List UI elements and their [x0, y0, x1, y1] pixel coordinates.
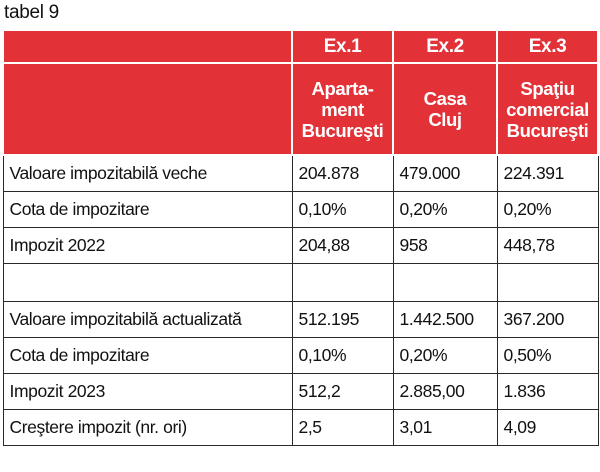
table-row: Impozit 2022 204,88 958 448,78: [2, 227, 599, 264]
table-cell: 0,20%: [496, 191, 599, 228]
table-cell: 512,2: [291, 373, 394, 410]
table-cell: 2.885,00: [392, 373, 498, 410]
table-cell: 204.878: [291, 154, 394, 192]
table-caption: tabel 9: [4, 2, 59, 23]
header-property-2: Casa Cluj: [392, 62, 498, 156]
table-cell: 512.195: [291, 301, 394, 338]
table-cell: 1.836: [496, 373, 599, 410]
table-cell: [496, 263, 599, 302]
table-cell: 0,10%: [291, 191, 394, 228]
table-cell: [392, 263, 498, 302]
table-cell: 448,78: [496, 227, 599, 264]
table-cell: 4,09: [496, 409, 599, 446]
row-label: Impozit 2023: [2, 373, 293, 410]
table-row: Valoare impozitabilă actualizată 512.195…: [2, 301, 599, 338]
table-cell: 0,20%: [392, 191, 498, 228]
row-label: Cota de impozitare: [2, 337, 293, 374]
row-label: Valoare impozitabilă veche: [2, 154, 293, 192]
header-property-1: Aparta- ment Bucureşti: [291, 62, 394, 156]
header-row-properties: Aparta- ment Bucureşti Casa Cluj Spaţiu …: [2, 62, 599, 156]
table-cell: 2,5: [291, 409, 394, 446]
table-cell: 1.442.500: [392, 301, 498, 338]
table-cell: 479.000: [392, 154, 498, 192]
table-cell: 367.200: [496, 301, 599, 338]
header-ex1: Ex.1: [291, 29, 394, 64]
header-row-examples: Ex.1 Ex.2 Ex.3: [2, 29, 599, 64]
row-label: Creştere impozit (nr. ori): [2, 409, 293, 446]
table-cell: 204,88: [291, 227, 394, 264]
table-row: Cota de impozitare 0,10% 0,20% 0,20%: [2, 191, 599, 228]
row-label: Cota de impozitare: [2, 191, 293, 228]
table-cell: 3,01: [392, 409, 498, 446]
table-row: Impozit 2023 512,2 2.885,00 1.836: [2, 373, 599, 410]
table-row: Cota de impozitare 0,10% 0,20% 0,50%: [2, 337, 599, 374]
row-label: Impozit 2022: [2, 227, 293, 264]
row-label: [2, 263, 293, 302]
row-label: Valoare impozitabilă actualizată: [2, 301, 293, 338]
header-corner-cell: [2, 29, 293, 64]
table-row: Creştere impozit (nr. ori) 2,5 3,01 4,09: [2, 409, 599, 446]
table-cell: 0,50%: [496, 337, 599, 374]
table-row-empty: [2, 263, 599, 302]
header-corner-cell-2: [2, 62, 293, 156]
header-ex2: Ex.2: [392, 29, 498, 64]
tax-table: Ex.1 Ex.2 Ex.3 Aparta- ment Bucureşti Ca…: [2, 29, 599, 446]
table-cell: [291, 263, 394, 302]
table-cell: 0,10%: [291, 337, 394, 374]
header-ex3: Ex.3: [496, 29, 599, 64]
header-property-3: Spaţiu comercial Bucureşti: [496, 62, 599, 156]
table-row: Valoare impozitabilă veche 204.878 479.0…: [2, 154, 599, 192]
table-cell: 958: [392, 227, 498, 264]
table-cell: 224.391: [496, 154, 599, 192]
table-cell: 0,20%: [392, 337, 498, 374]
